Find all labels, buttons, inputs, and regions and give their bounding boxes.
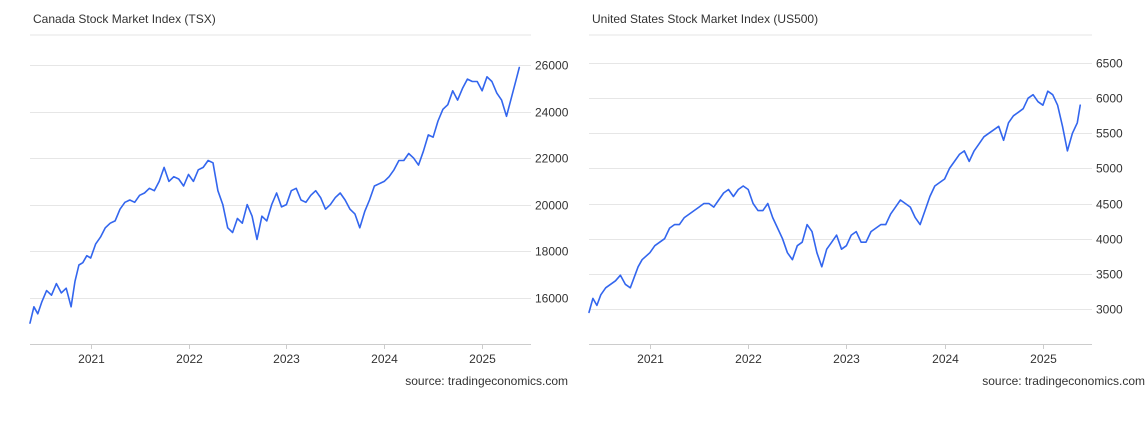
y-tick-label: 5500: [1096, 127, 1123, 141]
chart-title: Canada Stock Market Index (TSX): [33, 12, 216, 26]
y-tick-label: 4500: [1096, 198, 1123, 212]
x-tick-label: 2023: [833, 352, 860, 366]
y-tick-label: 26000: [535, 59, 569, 73]
chart-source: source: tradingeconomics.com: [982, 374, 1145, 388]
us500-chart-panel: United States Stock Market Index (US500)…: [576, 0, 1147, 428]
x-tick-label: 2024: [932, 352, 959, 366]
us500-chart: 3000 3500 4000 4500 5000 5500 6000 6500 2021 2022…: [588, 34, 1123, 366]
y-tick-label: 16000: [535, 292, 569, 306]
x-tick-label: 2021: [78, 352, 105, 366]
tsx-chart-panel: Canada Stock Market Index (TSX) 16000 180…: [0, 0, 570, 428]
x-tick-label: 2024: [371, 352, 398, 366]
series-line: [29, 66, 521, 324]
y-tick-label: 6500: [1096, 57, 1123, 71]
y-tick-label: 18000: [535, 245, 569, 259]
x-tick-label: 2025: [469, 352, 496, 366]
x-tick-label: 2022: [176, 352, 203, 366]
x-tick-label: 2021: [637, 352, 664, 366]
x-tick-label: 2023: [273, 352, 300, 366]
y-tick-label: 6000: [1096, 92, 1123, 106]
x-tick-label: 2022: [735, 352, 762, 366]
series-line: [588, 90, 1082, 314]
tsx-chart: 16000 18000 20000 22000 24000 26000 2021 2022 20…: [29, 34, 569, 366]
chart-title: United States Stock Market Index (US500): [592, 12, 819, 26]
y-tick-label: 3000: [1096, 303, 1123, 317]
y-tick-label: 22000: [535, 152, 569, 166]
y-tick-label: 20000: [535, 199, 569, 213]
chart-source: source: tradingeconomics.com: [405, 374, 568, 388]
y-tick-label: 4000: [1096, 233, 1123, 247]
y-tick-label: 24000: [535, 106, 569, 120]
y-tick-label: 3500: [1096, 268, 1123, 282]
x-tick-label: 2025: [1030, 352, 1057, 366]
y-tick-label: 5000: [1096, 162, 1123, 176]
